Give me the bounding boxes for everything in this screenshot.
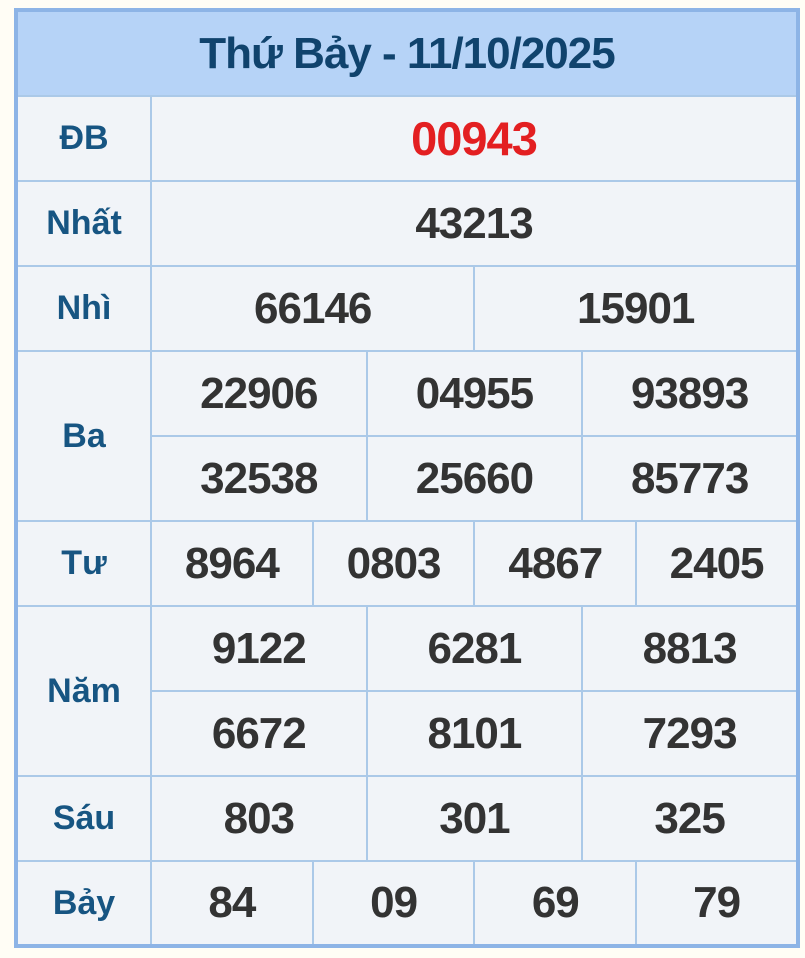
prize-row-db: ĐB 00943 — [15, 95, 799, 182]
prize-label-sau: Sáu — [15, 775, 152, 862]
prize-row-sau: Sáu 803 301 325 — [15, 775, 799, 862]
prize-value: 6672 — [150, 690, 368, 777]
prize-value: 8964 — [150, 520, 314, 607]
prize-row-ba-2: 32538 25660 85773 — [16, 435, 799, 522]
prize-value: 8813 — [581, 605, 799, 692]
prize-value: 803 — [150, 775, 368, 862]
prize-value-db: 00943 — [150, 95, 799, 182]
prize-row-nhat: Nhất 43213 — [15, 180, 799, 267]
prize-label-ba: Ba — [15, 350, 152, 522]
prize-label-tu: Tư — [15, 520, 152, 607]
prize-value: 9122 — [150, 605, 368, 692]
prize-value: 2405 — [635, 520, 799, 607]
prize-value: 0803 — [311, 520, 476, 607]
prize-value: 22906 — [150, 350, 368, 437]
prize-value: 93893 — [581, 350, 799, 437]
prize-value: 32538 — [150, 435, 368, 522]
prize-label-nam: Năm — [15, 605, 152, 777]
prize-value: 4867 — [473, 520, 638, 607]
prize-value: 301 — [365, 775, 584, 862]
prize-value: 66146 — [149, 265, 476, 352]
draw-date-title: Thứ Bảy - 11/10/2025 — [15, 9, 799, 97]
prize-value: 6281 — [365, 605, 584, 692]
prize-row-nhi: Nhì 66146 15901 — [15, 265, 799, 352]
prize-row-nam-2: 6672 8101 7293 — [16, 690, 799, 777]
prize-value: 84 — [150, 860, 314, 947]
prize-label-nhi: Nhì — [15, 265, 152, 352]
prize-value: 7293 — [581, 690, 799, 777]
prize-value: 15901 — [473, 265, 799, 352]
prize-value: 04955 — [365, 350, 584, 437]
lottery-results-table: Thứ Bảy - 11/10/2025 ĐB 00943 Nhất 43213… — [14, 8, 800, 948]
table-header-row: Thứ Bảy - 11/10/2025 — [15, 9, 799, 97]
prize-value: 43213 — [150, 180, 799, 267]
prize-label-nhat: Nhất — [15, 180, 152, 267]
prize-label-bay: Bảy — [15, 860, 152, 947]
prize-value: 09 — [311, 860, 476, 947]
prize-row-nam-1: Năm 9122 6281 8813 — [15, 605, 799, 777]
prize-value: 79 — [635, 860, 799, 947]
prize-value: 25660 — [365, 435, 584, 522]
prize-value: 69 — [473, 860, 638, 947]
prize-row-bay: Bảy 84 09 69 79 — [15, 860, 799, 947]
prize-value: 85773 — [581, 435, 799, 522]
prize-row-ba-1: Ba 22906 04955 93893 — [15, 350, 799, 522]
prize-value: 8101 — [365, 690, 584, 777]
prize-value: 325 — [581, 775, 799, 862]
prize-row-tu: Tư 8964 0803 4867 2405 — [15, 520, 799, 607]
prize-label-db: ĐB — [15, 95, 152, 182]
